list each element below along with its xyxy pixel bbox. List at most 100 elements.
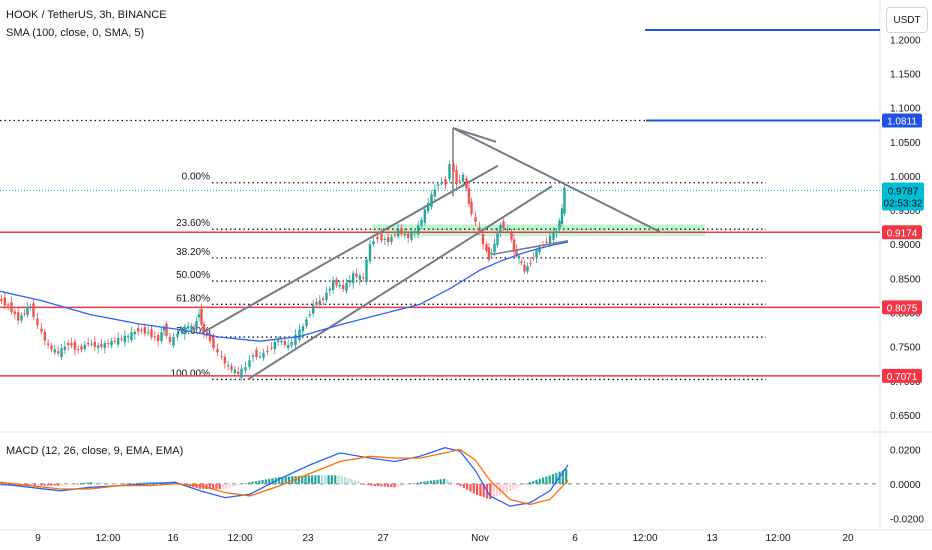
price-tick-label: 0.9500 <box>890 206 921 217</box>
candle-body <box>455 170 458 184</box>
macd-histogram-bar <box>538 478 541 484</box>
fib-level-label: 61.80% <box>176 293 210 304</box>
candle-body <box>517 256 521 259</box>
candle-body <box>172 336 175 346</box>
sma-indicator-label: SMA (100, close, 0, SMA, 5) <box>6 27 145 39</box>
macd-histogram-bar <box>330 475 333 484</box>
candle-body <box>355 273 358 277</box>
candle-body <box>6 304 10 306</box>
level-price-label: 0.7071 <box>887 372 918 383</box>
candle-body <box>426 203 430 212</box>
macd-histogram-bar <box>449 481 452 484</box>
currency-button[interactable]: USDT <box>886 7 928 33</box>
macd-histogram-bar <box>99 482 102 484</box>
candle-body <box>433 189 437 197</box>
candle-body <box>493 243 496 253</box>
candle-body <box>20 315 23 321</box>
candle-body <box>140 329 143 331</box>
macd-histogram-bar <box>80 483 83 484</box>
candle-body <box>90 343 93 345</box>
macd-histogram-bar <box>360 482 363 484</box>
candle-body <box>133 331 137 335</box>
macd-histogram-bar <box>456 483 459 485</box>
macd-histogram-bar <box>367 483 370 486</box>
candle-body <box>430 194 433 207</box>
candle-body <box>410 232 413 240</box>
time-tick-label: 6 <box>572 533 578 544</box>
macd-histogram-bar <box>363 483 366 485</box>
candle-body <box>478 227 481 233</box>
triangle-top-line <box>452 127 497 143</box>
candle-body <box>123 335 127 343</box>
candle-body <box>436 184 440 186</box>
candle-body <box>266 351 269 353</box>
macd-histogram-bar <box>542 477 545 484</box>
macd-histogram-bar <box>129 483 132 485</box>
macd-histogram-bar <box>311 475 314 484</box>
macd-histogram-bar <box>281 476 284 484</box>
candle-body <box>444 179 447 185</box>
time-tick-label: 9 <box>35 533 41 544</box>
macd-histogram-bar <box>264 479 267 484</box>
level-price-badge <box>882 368 922 383</box>
candle-body <box>73 341 77 350</box>
candle-body <box>150 329 153 338</box>
macd-histogram-bar <box>248 482 251 484</box>
time-tick-label: 12:00 <box>227 533 252 544</box>
macd-histogram-bar <box>548 475 551 484</box>
macd-histogram-bar <box>70 483 73 485</box>
candle-body <box>93 341 97 347</box>
price-tick-label: 0.7500 <box>890 343 921 354</box>
macd-histogram-bar <box>459 483 462 486</box>
macd-histogram-bar <box>495 483 498 497</box>
candle-body <box>321 298 325 301</box>
candle-body <box>106 343 110 345</box>
price-tick-label: 0.8500 <box>890 274 921 285</box>
candle-body <box>348 280 352 283</box>
macd-histogram-bar <box>419 481 423 484</box>
candle-body <box>56 351 60 354</box>
candle-body <box>351 273 355 284</box>
candle-body <box>496 233 499 246</box>
macd-histogram-bar <box>113 483 116 485</box>
macd-histogram-bar <box>109 483 112 485</box>
macd-histogram-bar <box>198 483 201 490</box>
candle-body <box>502 221 505 229</box>
candle-body <box>136 328 140 332</box>
macd-histogram-bar <box>63 483 66 486</box>
channel-upper-line <box>201 164 499 334</box>
candle-body <box>192 327 196 330</box>
macd-histogram-bar <box>416 482 419 484</box>
candle-body <box>195 321 198 330</box>
macd-histogram-bar <box>403 483 406 486</box>
candle-body <box>29 306 32 308</box>
macd-histogram-bar <box>327 475 330 484</box>
candle-body <box>168 337 172 342</box>
macd-histogram-bar <box>400 483 403 487</box>
candle-body <box>523 264 526 272</box>
candle-body <box>311 305 315 314</box>
candle-body <box>372 240 375 245</box>
sma-line <box>0 241 569 342</box>
macd-histogram-bar <box>482 483 485 498</box>
candle-body <box>341 285 345 290</box>
macd-histogram-bar <box>40 483 43 486</box>
macd-histogram-bar <box>502 483 505 494</box>
macd-histogram-bar <box>565 469 568 484</box>
macd-histogram-bar <box>56 483 60 486</box>
candle-body <box>66 342 70 346</box>
candle-body <box>328 288 332 291</box>
macd-histogram-bar <box>532 481 535 484</box>
price-countdown: 02:53:32 <box>884 198 923 209</box>
macd-histogram-bar <box>215 483 218 490</box>
candle-body <box>461 174 465 182</box>
candle-body <box>273 341 277 350</box>
candle-body <box>485 244 488 252</box>
macd-histogram-bar <box>380 483 383 487</box>
level-price-label: 1.0811 <box>887 117 917 128</box>
symbol-title: HOOK / TetherUS, 3h, BINANCE <box>6 9 167 21</box>
candle-body <box>294 334 297 346</box>
candle-body <box>230 365 233 371</box>
candle-body <box>548 236 552 244</box>
